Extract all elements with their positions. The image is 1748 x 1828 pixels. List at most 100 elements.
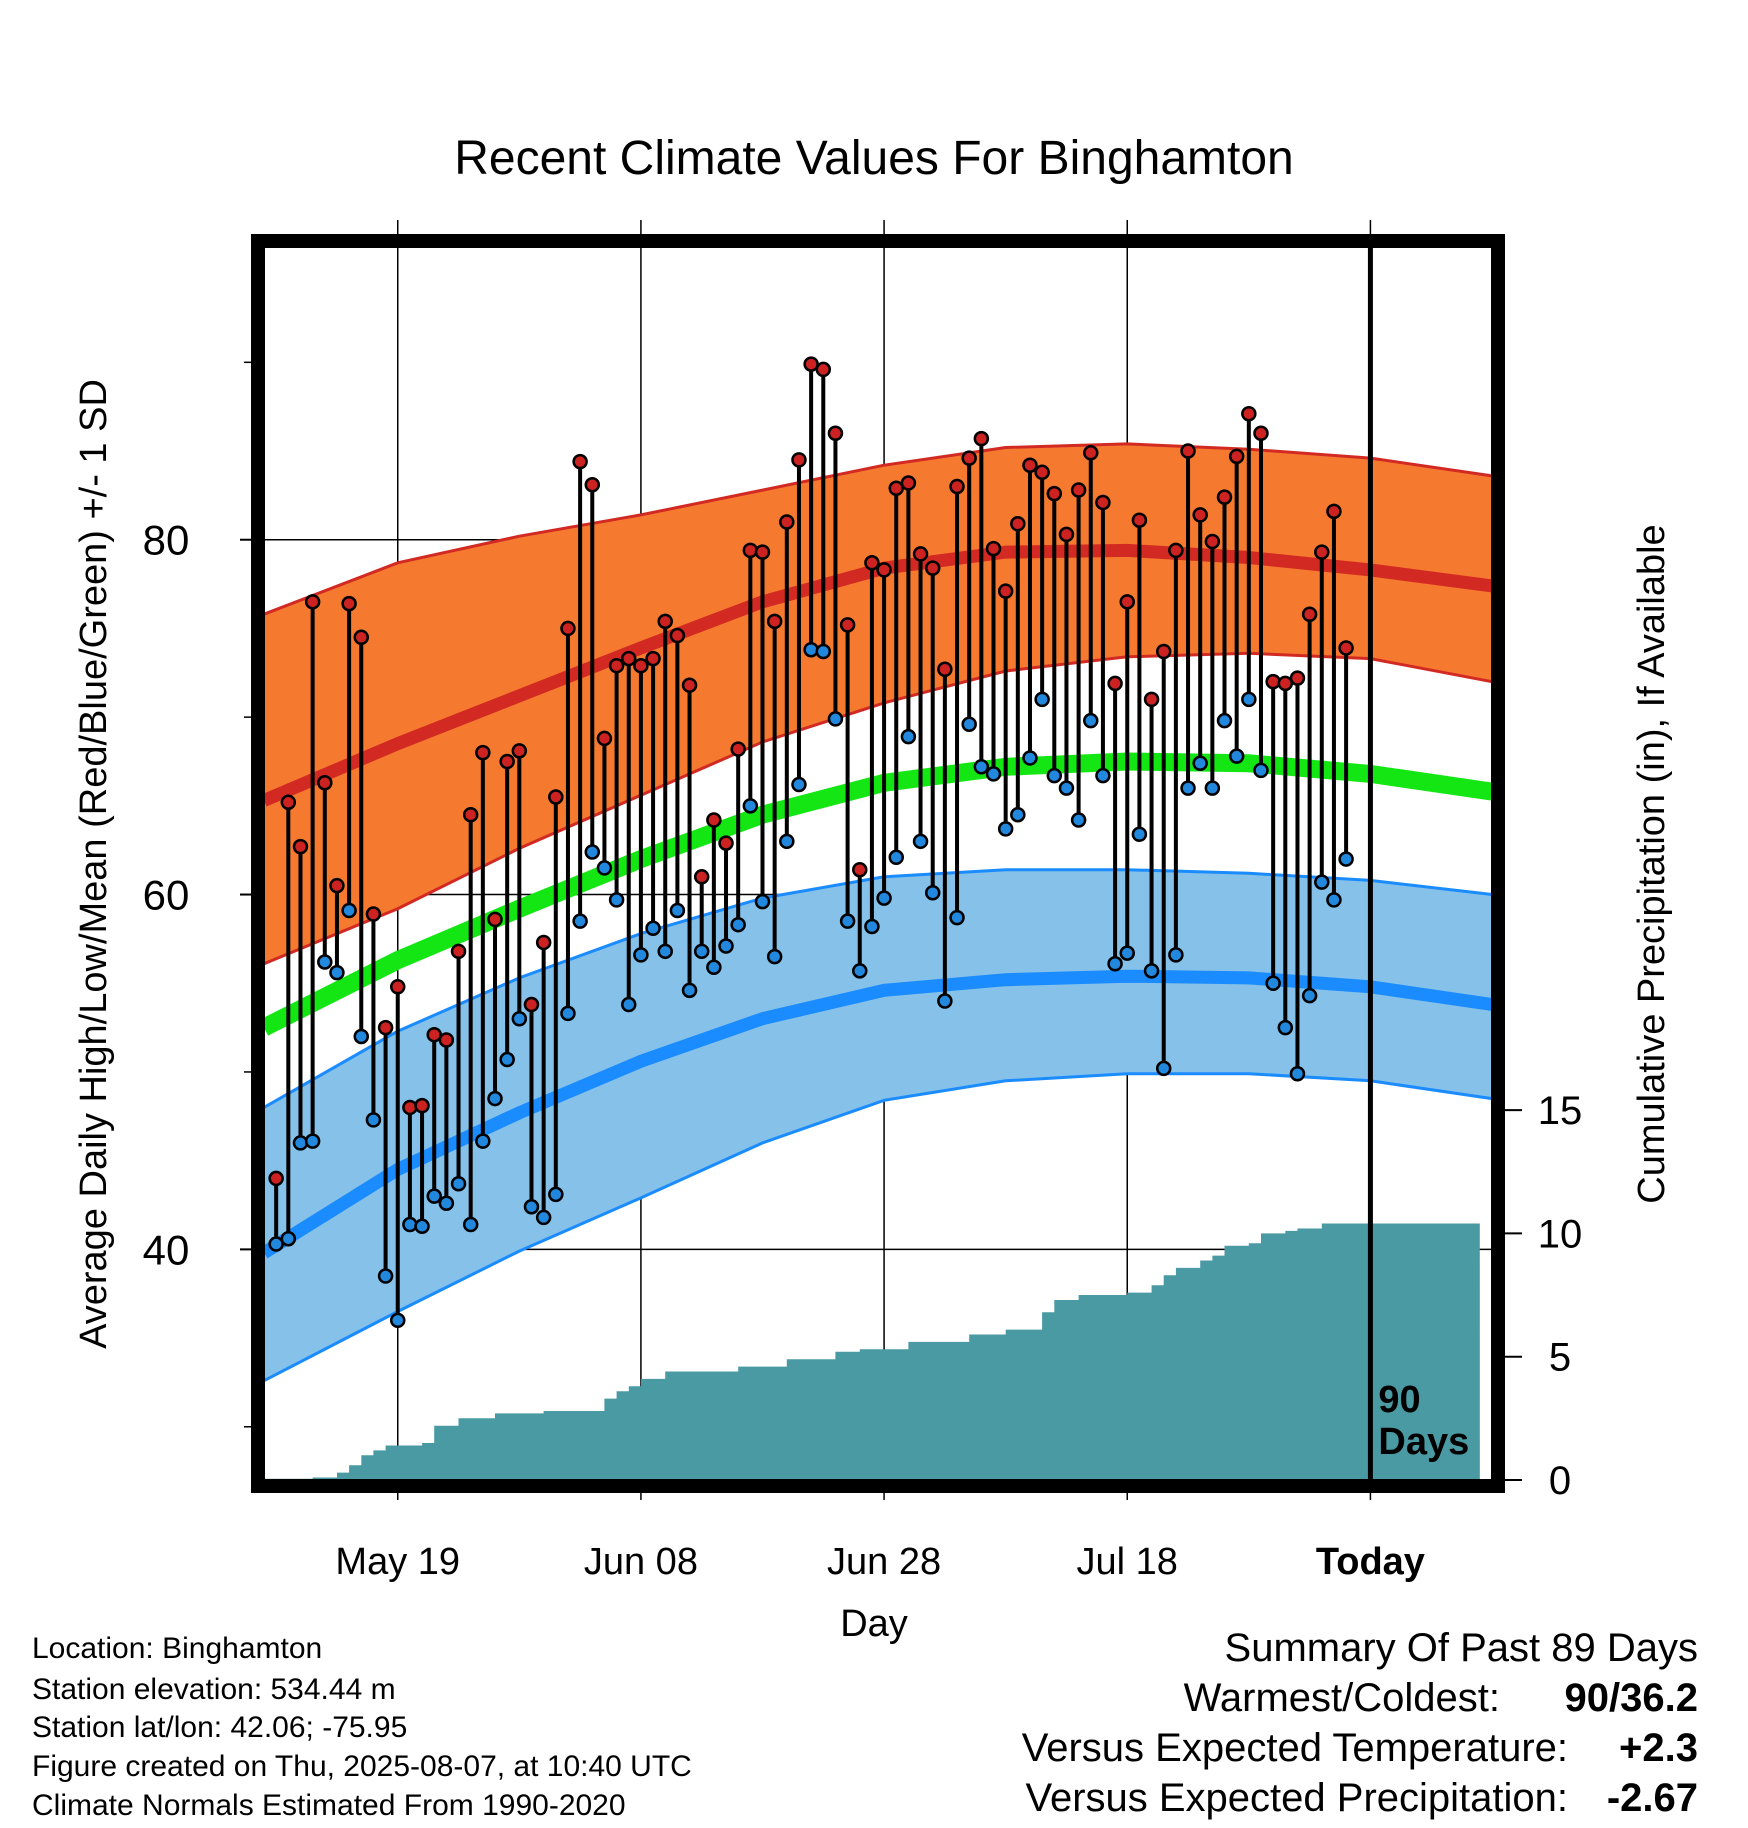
observed-high-point <box>924 560 941 576</box>
summary-warm-cold-value: 90/36.2 <box>1565 1676 1698 1720</box>
observed-day-77 <box>1204 533 1221 796</box>
observed-day-55 <box>937 661 953 1009</box>
observed-day-87 <box>1326 503 1342 908</box>
observed-day-74 <box>1168 542 1184 963</box>
observed-day-54 <box>924 560 941 901</box>
observed-day-80 <box>1241 406 1257 708</box>
observed-high-point <box>1022 457 1038 473</box>
observed-high-point <box>645 650 661 667</box>
observed-low-point <box>1301 987 1318 1004</box>
observed-high-point <box>803 356 819 372</box>
y2-axis-label: Cumulative Precipitation (in), If Availa… <box>1631 524 1673 1203</box>
y-tick-label: 80 <box>143 517 190 564</box>
observed-high-point <box>572 453 588 470</box>
observed-low-point <box>937 993 953 1009</box>
observed-day-3 <box>304 594 321 1149</box>
observed-high-point <box>852 861 868 878</box>
observed-low-point <box>1277 1019 1294 1036</box>
observed-day-60 <box>997 583 1014 837</box>
summary-warm-cold-label: Warmest/Coldest: <box>1184 1676 1500 1720</box>
today-days-label: Days <box>1378 1421 1469 1463</box>
observed-low-point <box>912 833 929 850</box>
observed-high-point <box>827 425 844 442</box>
observed-high-point <box>681 677 698 693</box>
observed-low-point <box>852 963 868 979</box>
observed-day-48 <box>852 861 868 979</box>
observed-high-point <box>1155 643 1172 660</box>
observed-high-point <box>633 657 649 674</box>
observed-high-point <box>742 542 759 559</box>
observed-high-point <box>329 877 345 894</box>
observed-low-point <box>864 918 880 935</box>
observed-day-22 <box>535 934 552 1226</box>
observed-day-25 <box>572 453 588 929</box>
observed-day-33 <box>669 627 686 919</box>
observed-day-45 <box>815 361 832 660</box>
observed-high-point <box>317 775 333 791</box>
observed-low-point <box>292 1135 309 1151</box>
observed-low-point <box>839 913 856 929</box>
observed-day-28 <box>608 657 625 908</box>
observed-low-point <box>584 844 601 860</box>
observed-low-point <box>1265 975 1281 992</box>
observed-high-point <box>450 943 467 960</box>
observed-low-point <box>1168 947 1184 963</box>
observed-high-point <box>1301 606 1318 622</box>
observed-high-point <box>584 476 601 493</box>
observed-low-point <box>973 759 990 775</box>
observed-low-point <box>280 1230 297 1247</box>
observed-low-point <box>1204 780 1221 796</box>
observed-high-point <box>1034 464 1050 481</box>
observed-low-point <box>961 716 977 732</box>
observed-low-point <box>645 920 661 937</box>
observed-high-point <box>414 1097 430 1114</box>
meta-latlon: Station lat/lon: 42.06; -75.95 <box>32 1711 407 1744</box>
observed-high-point <box>864 555 880 571</box>
observed-low-point <box>997 821 1014 837</box>
observed-low-point <box>1241 691 1257 708</box>
observed-high-point <box>1277 675 1294 692</box>
summary-precip-value: -2.67 <box>1607 1776 1698 1820</box>
observed-low-point <box>475 1133 491 1149</box>
observed-day-71 <box>1131 512 1148 842</box>
normal-bands <box>263 442 1493 1383</box>
observed-day-83 <box>1277 675 1294 1036</box>
observed-low-point <box>426 1188 442 1204</box>
observed-day-39 <box>742 542 759 814</box>
observed-low-point <box>499 1051 515 1068</box>
chart-title: Recent Climate Values For Binghamton <box>454 132 1294 185</box>
observed-low-point <box>779 833 795 850</box>
observed-high-point <box>1241 406 1257 422</box>
observed-day-66 <box>1070 482 1087 828</box>
observed-high-point <box>718 835 734 851</box>
observed-day-24 <box>560 620 576 1022</box>
observed-day-26 <box>584 476 601 860</box>
observed-low-point <box>706 959 722 976</box>
observed-day-86 <box>1314 544 1330 890</box>
observed-high-point <box>1228 448 1245 465</box>
observed-high-point <box>730 741 746 757</box>
summary-temp-value: +2.3 <box>1619 1726 1698 1770</box>
x-tick-label: Jun 08 <box>584 1541 698 1583</box>
summary-precip-label: Versus Expected Precipitation: <box>1025 1776 1568 1820</box>
observed-day-38 <box>730 741 746 933</box>
observed-low-point <box>949 909 965 926</box>
observed-day-88 <box>1338 640 1354 867</box>
observed-day-13 <box>426 1026 442 1204</box>
normal-low-line <box>260 969 1493 1259</box>
observed-day-44 <box>803 356 819 658</box>
observed-high-point <box>1338 640 1354 656</box>
observed-day-15 <box>450 943 467 1192</box>
observed-day-6 <box>341 595 357 919</box>
observed-high-point <box>487 911 503 928</box>
observed-low-point <box>693 943 710 960</box>
observed-day-64 <box>1046 485 1063 784</box>
observed-day-84 <box>1289 670 1306 1082</box>
observed-high-point <box>1216 489 1233 505</box>
observed-day-68 <box>1095 494 1111 784</box>
observed-high-point <box>1010 516 1026 532</box>
observed-low-point <box>1326 892 1342 908</box>
observed-high-point <box>912 546 929 562</box>
low-sd-band <box>264 869 1492 1381</box>
